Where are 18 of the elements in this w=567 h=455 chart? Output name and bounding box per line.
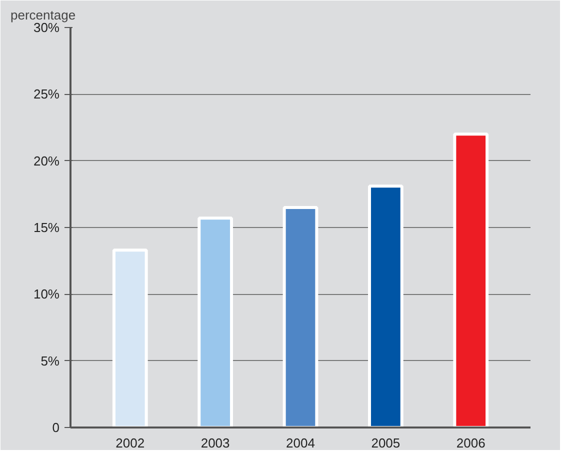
x-tick-label: 2005 [371,436,400,450]
y-tick-label: 0 [52,420,60,435]
y-tick-label: 5% [40,353,60,368]
bar [453,132,489,428]
bar [198,216,233,428]
x-tick-label: 2003 [200,436,230,450]
bar [112,248,148,428]
x-tick-label: 2006 [456,436,486,450]
bar [368,184,404,428]
y-tick-label: 25% [33,86,60,102]
y-tick-label: 20% [33,153,60,168]
y-axis-title: percentage [10,8,76,22]
y-tick-label: 30% [33,20,60,35]
x-tick-label: 2002 [116,436,145,450]
bar [282,206,318,428]
x-tick-label: 2004 [286,436,315,450]
y-tick-label: 15% [33,220,60,235]
y-tick-label: 10% [33,286,60,302]
